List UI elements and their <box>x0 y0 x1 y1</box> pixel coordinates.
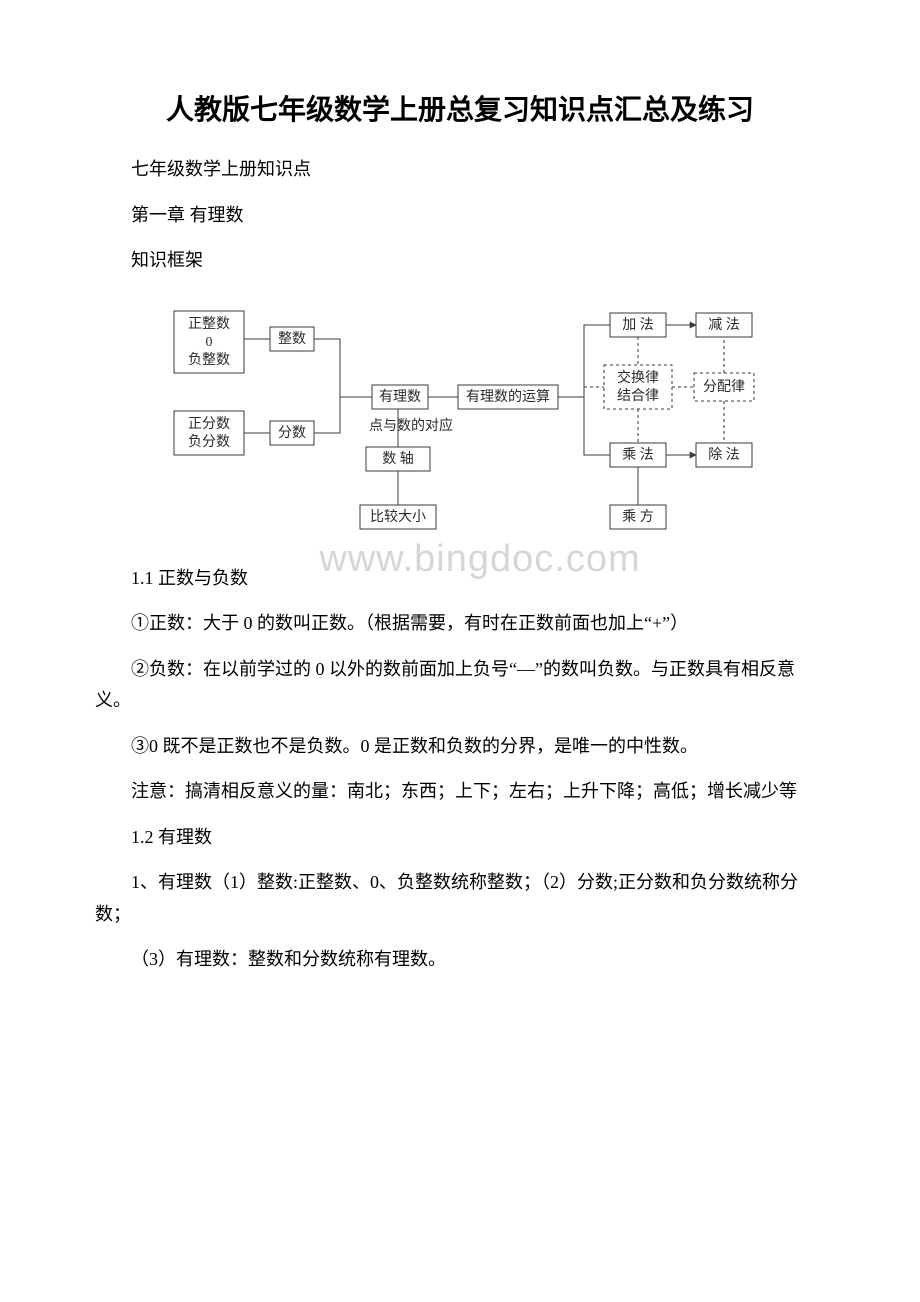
diagram-node-label: 负整数 <box>188 352 230 368</box>
diagram-node-label: 0 <box>206 335 213 350</box>
diagram-node-label: 负分数 <box>188 434 230 450</box>
diagram-node-label: 乘 法 <box>622 447 654 463</box>
diagram-node-label: 结合律 <box>617 388 659 404</box>
diagram-node-label: 正分数 <box>188 416 230 432</box>
diagram-node-label: 有理数的运算 <box>466 389 550 405</box>
diagram-node-label: 分配律 <box>703 379 745 395</box>
intro-line-2: 第一章 有理数 <box>95 200 825 232</box>
intro-line-1: 七年级数学上册知识点 <box>95 154 825 186</box>
diagram-node-label: 比较大小 <box>370 509 426 525</box>
page-title: 人教版七年级数学上册总复习知识点汇总及练习 <box>95 90 825 132</box>
diagram-edge <box>558 325 610 397</box>
diagram-edge <box>558 387 604 397</box>
body-paragraph: 1.2 有理数 <box>95 822 825 854</box>
diagram-node-label: 减 法 <box>708 317 740 333</box>
body-paragraph: 注意：搞清相反意义的量：南北；东西；上下；左右；上升下降；高低；增长减少等 <box>95 776 825 808</box>
body-paragraph: ①正数：大于 0 的数叫正数。（根据需要，有时在正数前面也加上“+”） <box>95 608 825 640</box>
diagram-node-label: 除 法 <box>708 447 740 463</box>
body-paragraph: ②负数：在以前学过的 0 以外的数前面加上负号“—”的数叫负数。与正数具有相反意… <box>95 654 825 717</box>
intro-line-3: 知识框架 <box>95 245 825 277</box>
diagram-node-label: 点与数的对应 <box>369 417 453 434</box>
diagram-node-label: 交换律 <box>617 369 659 386</box>
knowledge-diagram: 正整数 0 负整数 整数正分数负分数 分数 有理数数 轴比较大小 点与数的对应有理数的运算 加… <box>160 291 760 571</box>
diagram-node-label: 有理数 <box>379 389 421 405</box>
diagram-node-label: 正整数 <box>188 316 230 332</box>
body-paragraph: （3）有理数：整数和分数统称有理数。 <box>95 944 825 976</box>
diagram-node-label: 加 法 <box>622 317 654 333</box>
diagram-node-label: 整数 <box>278 331 306 347</box>
diagram-edge <box>314 339 372 397</box>
diagram-edge <box>558 397 610 455</box>
diagram-node-label: 分数 <box>278 425 306 441</box>
diagram-node-label: 乘 方 <box>622 509 654 525</box>
diagram-edge <box>314 397 372 433</box>
body-paragraph: 1、有理数（1）整数:正整数、0、负整数统称整数；（2）分数;正分数和负分数统称… <box>95 867 825 930</box>
diagram-node-label: 数 轴 <box>382 451 414 467</box>
body-paragraph: ③0 既不是正数也不是负数。0 是正数和负数的分界，是唯一的中性数。 <box>95 731 825 763</box>
